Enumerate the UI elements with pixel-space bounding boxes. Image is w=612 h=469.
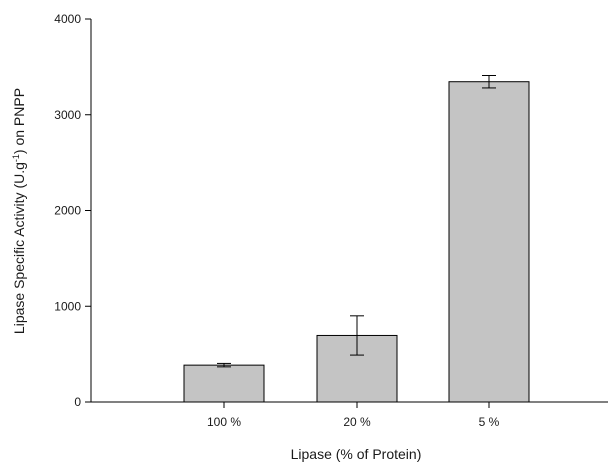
x-axis-title: Lipase (% of Protein) <box>291 446 422 462</box>
y-axis-title-suffix: ) on PNPP <box>11 88 27 154</box>
x-tick-label: 100 % <box>207 415 241 429</box>
y-axis-title-superscript: -1 <box>11 154 21 162</box>
error-bars-layer <box>217 74 496 368</box>
y-tick-label: 1000 <box>54 299 81 313</box>
bar <box>183 364 265 403</box>
y-tick-label: 2000 <box>54 204 81 218</box>
axes-layer <box>85 18 608 408</box>
y-tick-label: 3000 <box>54 108 81 122</box>
y-axis-title: Lipase Specific Activity (U.g-1) on PNPP <box>11 88 27 334</box>
y-tick-label: 0 <box>74 395 81 409</box>
x-tick-label: 5 % <box>479 415 500 429</box>
bar <box>448 81 530 403</box>
y-tick-label: 4000 <box>54 12 81 26</box>
labels-layer: Lipase (% of Protein) Lipase Specific Ac… <box>11 12 500 462</box>
x-tick-label: 20 % <box>343 415 371 429</box>
y-axis-title-prefix: Lipase Specific Activity (U.g <box>11 162 27 334</box>
